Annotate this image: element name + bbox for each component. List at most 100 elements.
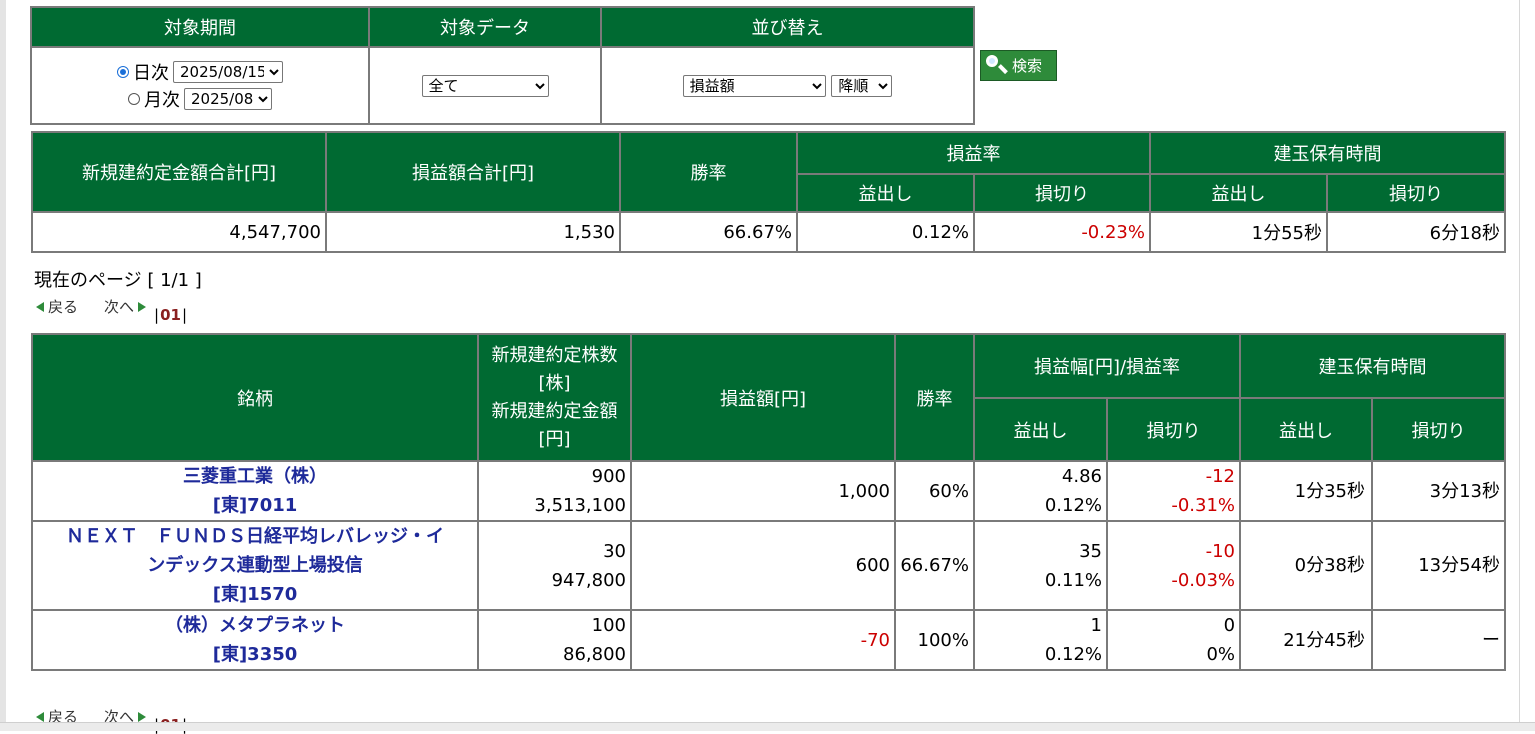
summary-pl-rate-loss-header: 損切り xyxy=(973,173,1151,213)
trades-table: 銘柄 新規建約定株数 [株] 新規建約定金額 [円] 損益額[円] 勝率 損益幅… xyxy=(31,333,1507,671)
win-rate-value: 100% xyxy=(894,609,975,671)
daily-radio[interactable] xyxy=(117,66,129,78)
search-conditions-table: 対象期間 対象データ 並び替え 日次 2025/08/15 月次 2025/08 xyxy=(30,6,975,125)
col-hold-profit-header: 益出し xyxy=(1239,397,1374,462)
qty-header-line1: 新規建約定株数 xyxy=(491,344,618,366)
search-button-label: 検索 xyxy=(1012,57,1043,75)
summary-hold-time-header: 建玉保有時間 xyxy=(1149,131,1506,175)
stock-name-line1[interactable]: ＮＥＸＴ ＦＵＮＤＳ日経平均レバレッジ・イ xyxy=(66,526,444,547)
loss-rate-value: -0.03% xyxy=(1171,569,1236,591)
pl-value: -70 xyxy=(630,609,896,671)
summary-hold-loss-value: 6分18秒 xyxy=(1326,211,1506,253)
page-number-link[interactable]: 01 xyxy=(160,305,181,324)
col-pl-header: 損益額[円] xyxy=(630,333,896,462)
loss-range-cell: -12 -0.31% xyxy=(1105,460,1242,522)
stock-name-line2[interactable]: ンデックス連動型上場投信 xyxy=(147,555,363,576)
qty-amount-cell: 100 86,800 xyxy=(477,609,632,671)
col-qty-amount-header: 新規建約定株数 [株] 新規建約定金額 [円] xyxy=(477,333,632,462)
qty-header-line3: 新規建約定金額 xyxy=(491,400,618,422)
current-page-indicator: 現在のページ [ 1/1 ] xyxy=(34,270,202,291)
summary-table: 新規建約定金額合計[円] 損益額合計[円] 勝率 損益率 建玉保有時間 益出し … xyxy=(31,131,1506,253)
data-cell: 全て xyxy=(368,46,602,125)
table-row: 三菱重工業（株） [東]7011 900 3,513,100 1,000 60%… xyxy=(31,460,1507,522)
profit-range-value: 4.86 xyxy=(1061,466,1102,487)
stock-code[interactable]: [東]3350 xyxy=(212,644,298,665)
hold-profit-value: 0分38秒 xyxy=(1239,520,1374,611)
pl-value: 1,000 xyxy=(630,460,896,522)
next-link[interactable]: 次へ xyxy=(104,296,147,317)
page-separator: | xyxy=(154,305,160,324)
profit-range-value: 1 xyxy=(1090,615,1102,636)
sort-order-select[interactable]: 降順 xyxy=(831,74,893,97)
hold-loss-value: ー xyxy=(1371,609,1507,671)
magnifier-icon xyxy=(983,53,1009,79)
col-hold-loss-header: 損切り xyxy=(1371,397,1507,462)
window-left-edge xyxy=(0,0,6,731)
page-numbers: | 01 | xyxy=(154,306,187,324)
stock-name-cell[interactable]: （株）メタプラネット [東]3350 xyxy=(31,609,479,671)
profit-rate-value: 0.11% xyxy=(1044,569,1102,591)
prev-label: 戻る xyxy=(48,298,79,316)
profit-range-cell: 35 0.11% xyxy=(973,520,1108,611)
prev-link[interactable]: 戻る xyxy=(36,706,78,727)
monthly-label: 月次 xyxy=(144,90,180,111)
col-range-profit-header: 益出し xyxy=(973,397,1108,462)
loss-rate-value: 0% xyxy=(1206,644,1236,665)
summary-win-rate-value: 66.67% xyxy=(619,211,798,253)
hold-loss-value: 3分13秒 xyxy=(1371,460,1507,522)
loss-range-cell: -10 -0.03% xyxy=(1105,520,1242,611)
daily-label: 日次 xyxy=(133,63,169,84)
hold-profit-value: 21分45秒 xyxy=(1239,609,1374,671)
profit-rate-value: 0.12% xyxy=(1044,495,1102,516)
period-monthly-row: 月次 2025/08 xyxy=(36,86,364,113)
qty-header-line4: [円] xyxy=(538,428,571,450)
next-link[interactable]: 次へ xyxy=(104,706,147,727)
summary-pl-rate-loss-value: -0.23% xyxy=(973,211,1151,253)
summary-hold-profit-value: 1分55秒 xyxy=(1149,211,1328,253)
search-button[interactable]: 検索 xyxy=(980,50,1057,81)
stock-name[interactable]: 三菱重工業（株） xyxy=(183,466,327,487)
qty-value: 100 xyxy=(591,615,626,636)
monthly-date-select[interactable]: 2025/08 xyxy=(184,88,272,110)
prev-link[interactable]: 戻る xyxy=(36,296,78,317)
summary-new-amount-header: 新規建約定金額合計[円] xyxy=(31,131,327,213)
summary-hold-profit-header: 益出し xyxy=(1149,173,1328,213)
qty-value: 30 xyxy=(603,540,626,562)
triangle-left-icon xyxy=(36,711,44,722)
table-row: ＮＥＸＴ ＦＵＮＤＳ日経平均レバレッジ・イ ンデックス連動型上場投信 [東]15… xyxy=(31,520,1507,611)
triangle-right-icon xyxy=(138,301,147,312)
stock-code[interactable]: [東]1570 xyxy=(212,584,298,605)
sort-header: 並び替え xyxy=(600,6,975,48)
stock-name-cell[interactable]: ＮＥＸＴ ＦＵＮＤＳ日経平均レバレッジ・イ ンデックス連動型上場投信 [東]15… xyxy=(31,520,479,611)
summary-hold-loss-header: 損切り xyxy=(1326,173,1506,213)
sort-key-select[interactable]: 損益額 xyxy=(682,74,826,97)
profit-range-cell: 1 0.12% xyxy=(973,609,1108,671)
daily-date-select[interactable]: 2025/08/15 xyxy=(173,61,283,83)
hold-loss-value: 13分54秒 xyxy=(1371,520,1507,611)
next-label: 次へ xyxy=(104,708,135,726)
amount-value: 3,513,100 xyxy=(534,495,626,516)
triangle-right-icon xyxy=(138,711,147,722)
monthly-radio[interactable] xyxy=(128,93,140,105)
loss-range-value: -10 xyxy=(1205,540,1236,562)
vertical-scrollbar[interactable] xyxy=(1519,0,1535,731)
stock-name-cell[interactable]: 三菱重工業（株） [東]7011 xyxy=(31,460,479,522)
sort-cell: 損益額 降順 xyxy=(600,46,975,125)
summary-pl-total-header: 損益額合計[円] xyxy=(325,131,621,213)
data-select[interactable]: 全て xyxy=(421,74,549,97)
stock-code[interactable]: [東]7011 xyxy=(212,495,298,516)
qty-amount-cell: 30 947,800 xyxy=(477,520,632,611)
col-range-loss-header: 損切り xyxy=(1105,397,1242,462)
amount-value: 947,800 xyxy=(551,569,626,591)
qty-header-line2: [株] xyxy=(538,372,571,394)
hold-profit-value: 1分35秒 xyxy=(1239,460,1374,522)
period-cell: 日次 2025/08/15 月次 2025/08 xyxy=(30,46,370,125)
period-header: 対象期間 xyxy=(30,6,370,48)
col-name-header: 銘柄 xyxy=(31,333,479,462)
stock-name[interactable]: （株）メタプラネット xyxy=(165,615,345,636)
profit-range-value: 35 xyxy=(1079,540,1102,562)
loss-range-cell: 0 0% xyxy=(1105,609,1242,671)
pager-top: 戻る 次へ | 01 | xyxy=(36,296,187,324)
triangle-left-icon xyxy=(36,301,44,312)
loss-rate-value: -0.31% xyxy=(1171,495,1236,516)
